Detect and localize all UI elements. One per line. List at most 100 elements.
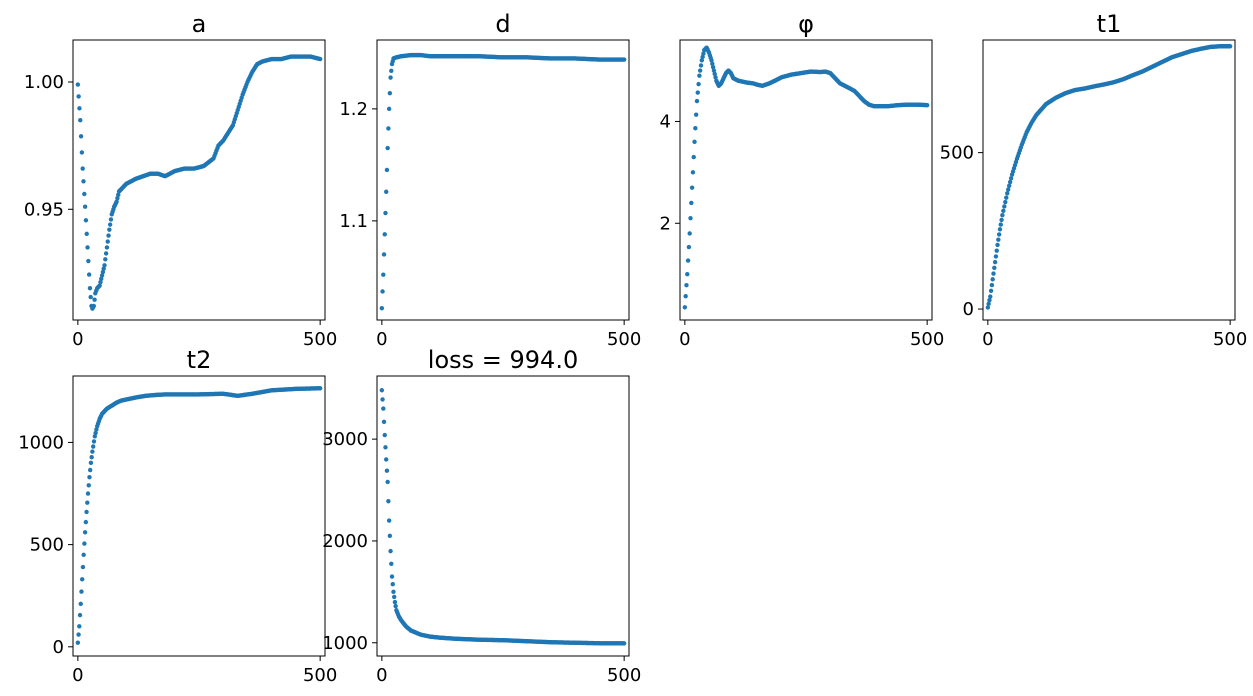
data-point (93, 430, 98, 436)
subplot-2: φ 0 500 2 4 (660, 10, 945, 350)
data-point (78, 117, 83, 123)
y-tick-label: 1.2 (339, 99, 368, 120)
y-tick-label: 1.00 (24, 72, 64, 93)
data-point (389, 574, 395, 579)
data-point (711, 68, 717, 73)
data-point (84, 509, 89, 515)
data-point (389, 68, 394, 74)
data-point (985, 305, 991, 310)
data-point (390, 582, 395, 587)
y-tick-label: 500 (30, 535, 64, 556)
data-point (385, 479, 390, 485)
data-point (114, 199, 119, 204)
data-point (317, 386, 323, 391)
x-tick-label: 500 (607, 665, 641, 686)
data-point (1007, 179, 1013, 185)
data-point (107, 227, 112, 232)
data-point (992, 259, 998, 265)
data-point (695, 90, 700, 95)
data-point (99, 273, 105, 278)
data-point (86, 483, 91, 488)
data-point (988, 288, 994, 293)
data-point (84, 231, 89, 237)
data-point (682, 305, 688, 310)
y-tick-label: 1000 (322, 633, 368, 654)
x-tick-label: 0 (72, 665, 83, 686)
data-point (1006, 183, 1012, 188)
data-point (381, 272, 386, 277)
data-point (384, 189, 389, 194)
data-point (87, 285, 93, 291)
x-tick-label: 0 (376, 329, 387, 350)
data-point (105, 239, 110, 244)
data-point (83, 218, 89, 223)
y-tick-label: 2 (660, 213, 671, 234)
data-point (79, 589, 84, 594)
data-point (701, 51, 706, 56)
data-point (697, 73, 702, 78)
data-point (691, 154, 696, 160)
data-point (693, 126, 698, 131)
axes-frame (376, 375, 630, 657)
subplot-3: t1 0 500 0 500 (940, 10, 1248, 350)
x-tick-label: 500 (303, 665, 337, 686)
data-point (88, 460, 94, 466)
data-point (88, 467, 93, 473)
x-tick-label: 500 (607, 329, 641, 350)
data-series (985, 44, 1233, 310)
data-point (77, 106, 82, 111)
y-tick-label: 4 (660, 111, 671, 132)
data-point (393, 603, 398, 609)
data-point (77, 624, 82, 629)
data-point (91, 439, 97, 444)
axes-frame (72, 39, 326, 321)
subplot-1: d 0 500 1.1 1.2 (339, 10, 641, 350)
data-point (78, 601, 83, 607)
data-point (713, 75, 718, 80)
data-point (1008, 176, 1014, 181)
data-point (89, 455, 94, 460)
axes-frame (982, 39, 1236, 321)
data-point (108, 217, 114, 222)
data-point (1003, 199, 1008, 205)
data-point (79, 150, 85, 155)
data-point (389, 561, 394, 567)
data-point (992, 265, 997, 271)
data-point (684, 283, 689, 288)
data-series (75, 54, 323, 311)
data-point (76, 632, 81, 637)
data-point (90, 449, 95, 454)
data-point (115, 196, 120, 201)
data-point (694, 98, 700, 104)
data-point (999, 217, 1004, 223)
data-point (379, 306, 385, 311)
data-point (107, 222, 113, 227)
subplot-title: t2 (187, 346, 212, 374)
data-point (621, 641, 627, 646)
data-point (692, 139, 697, 145)
data-point (82, 191, 87, 197)
data-point (82, 204, 88, 209)
data-point (386, 518, 392, 523)
y-tick-label: 1.1 (339, 211, 368, 232)
data-point (698, 63, 704, 68)
data-point (387, 91, 393, 96)
data-point (696, 81, 701, 87)
data-point (709, 58, 714, 63)
y-tick-label: 0 (963, 299, 974, 320)
subplot-title: loss = 994.0 (428, 346, 578, 374)
data-point (100, 269, 106, 275)
data-point (996, 232, 1002, 237)
data-point (989, 282, 995, 288)
data-point (384, 468, 390, 473)
data-point (86, 272, 92, 277)
data-point (987, 297, 992, 303)
data-point (1000, 213, 1005, 218)
data-point (91, 303, 97, 309)
x-tick-label: 500 (910, 329, 944, 350)
axes-frame (376, 39, 630, 321)
x-tick-label: 0 (679, 329, 690, 350)
data-point (86, 258, 91, 264)
data-point (106, 233, 111, 238)
